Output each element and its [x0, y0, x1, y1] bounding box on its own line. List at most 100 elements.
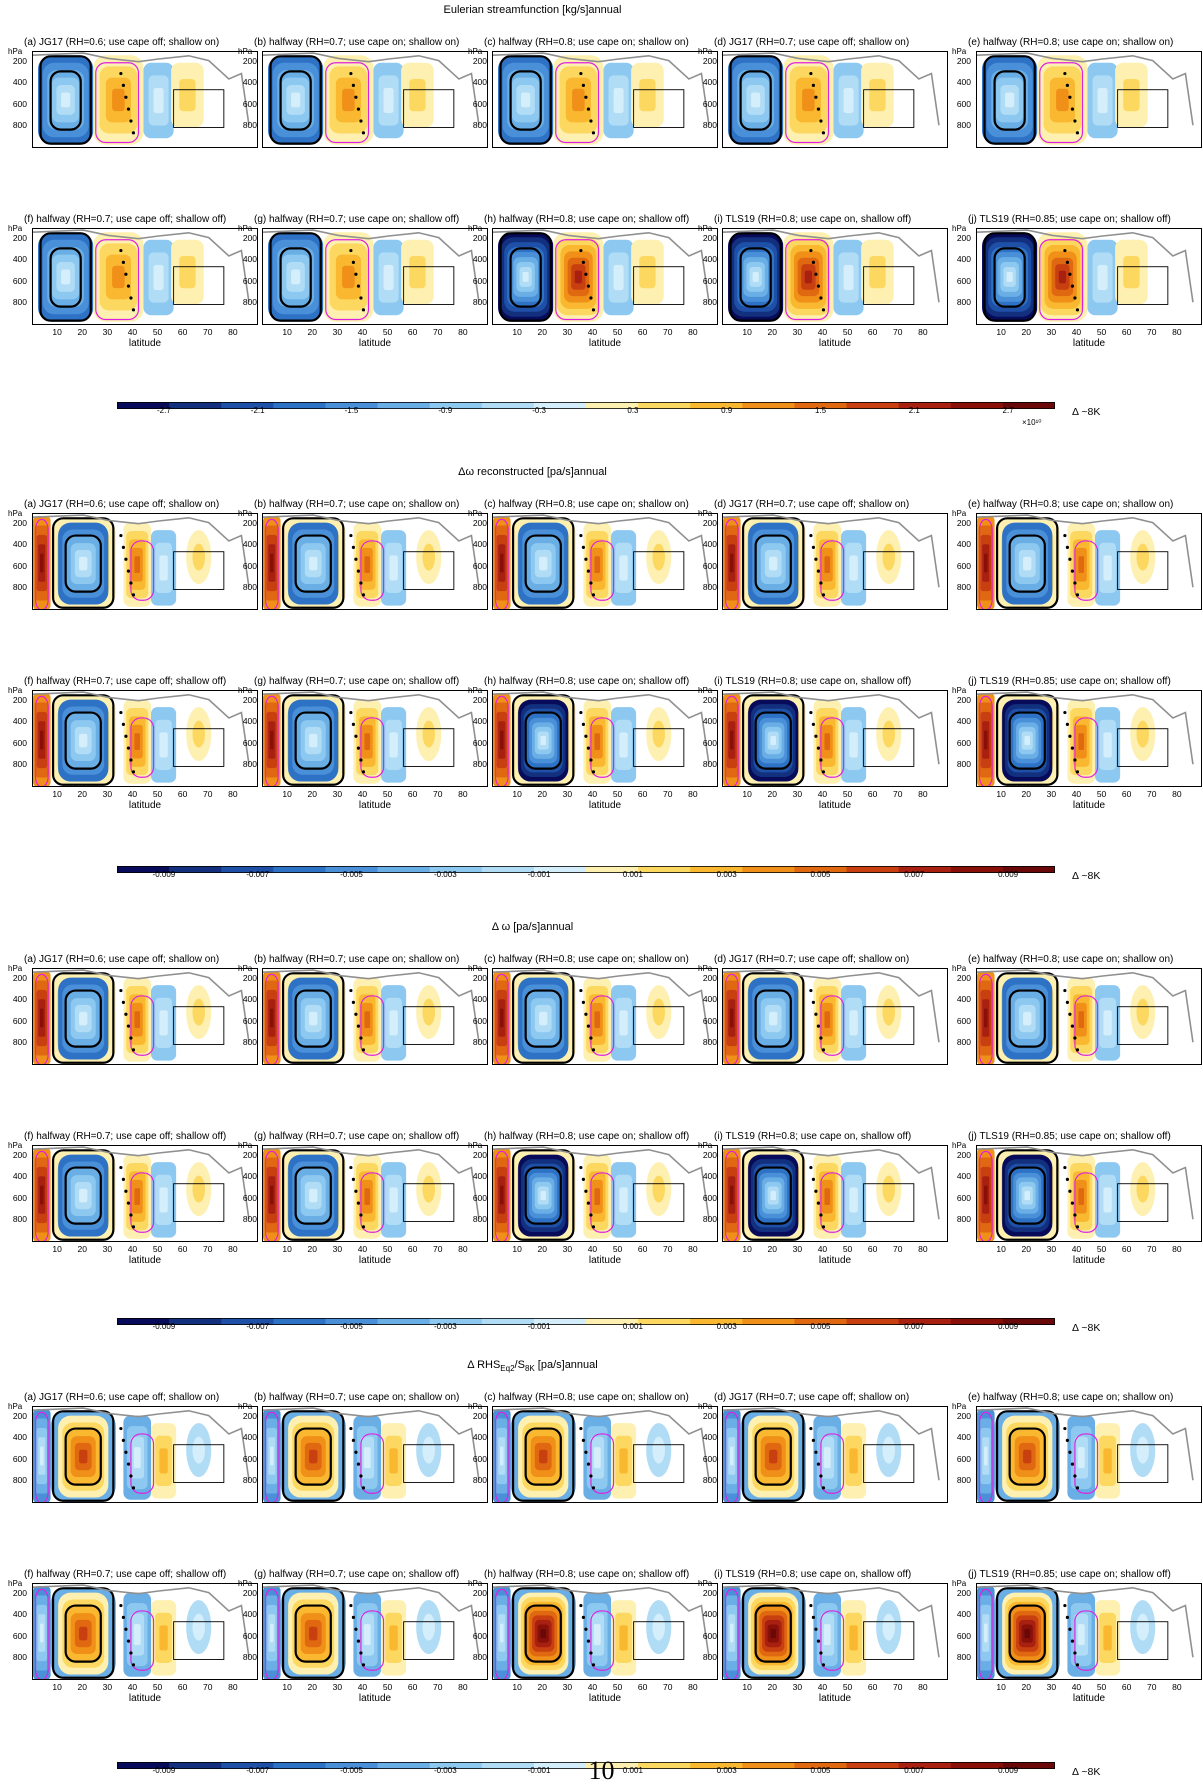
midlatitude-band-level [133, 1624, 141, 1646]
x-tick-label: 20 [1021, 1244, 1031, 1254]
high-latitude-blob [646, 985, 672, 1040]
x-tick-label: 40 [357, 789, 368, 799]
contour-plot [263, 52, 480, 145]
jet-position-dot [821, 1048, 826, 1052]
x-tick-label: 50 [612, 1244, 623, 1254]
subpolar-band-level [159, 555, 168, 581]
y-tick-label: 600 [242, 98, 257, 109]
main-cell [58, 522, 109, 605]
x-tick-label: 60 [177, 1244, 188, 1254]
main-cell-level [769, 556, 778, 571]
jet-position-dot [1070, 1024, 1075, 1028]
contour-plot [723, 1407, 940, 1502]
midlatitude-band [583, 1415, 612, 1500]
midlatitude-band [123, 977, 152, 1062]
secondary-negative-cell-level [383, 87, 394, 114]
midlatitude-band-level [594, 1011, 600, 1029]
positive-cell-level [342, 265, 355, 289]
magenta-contour [820, 1610, 845, 1671]
magenta-contour [820, 1433, 845, 1494]
region-box [863, 1444, 915, 1483]
secondary-negative-cell [143, 62, 174, 139]
contour-plot [723, 969, 940, 1064]
region-box [173, 1621, 225, 1660]
x-tick-label: 20 [307, 789, 317, 799]
x-tick-label: 50 [842, 789, 853, 799]
jet-position-dot [349, 1426, 353, 1431]
plot-area [976, 1406, 1202, 1503]
colorbar-tick-label: -0.001 [527, 1766, 551, 1775]
equatorial-band-level [984, 1446, 988, 1466]
plot-area [32, 228, 258, 325]
colorbar-tick-label: -0.007 [246, 1322, 270, 1331]
x-axis-title: latitude [358, 800, 392, 811]
black-contour [754, 1166, 792, 1225]
region-box [863, 728, 915, 767]
panel-title: (d) JG17 (RH=0.7; use cape off; shallow … [714, 1392, 910, 1403]
plot-area [976, 1583, 1202, 1680]
jet-position-dot [581, 1615, 585, 1620]
colorbar-tick-label: -0.9 [438, 406, 453, 415]
y-tick-label: 800 [12, 1037, 27, 1048]
jet-position-dot [819, 296, 823, 300]
midlatitude-band-level [823, 1624, 831, 1646]
jet-position-dot [819, 581, 823, 585]
black-contour [729, 232, 782, 322]
midlatitude-band [583, 522, 612, 607]
main-cell-level [1023, 1449, 1032, 1464]
chart-panel: (j) TLS19 (RH=0.85; use cape on; shallow… [952, 214, 1202, 349]
y-unit-label: hPa [8, 686, 23, 695]
main-cell-level [769, 1011, 778, 1026]
midlatitude-band [583, 1592, 612, 1677]
x-tick-label: 50 [842, 327, 853, 337]
y-tick-label: 800 [702, 1475, 717, 1486]
subpolar-band-level [159, 1010, 168, 1036]
x-tick-label: 70 [203, 789, 213, 799]
y-unit-label: hPa [468, 686, 483, 695]
equatorial-band [263, 1148, 281, 1241]
equatorial-band [493, 1586, 511, 1679]
x-tick-label: 10 [282, 1682, 292, 1692]
y-tick-label: 200 [472, 232, 487, 243]
midlatitude-band [1067, 1415, 1096, 1500]
subpolar-band-level [1103, 555, 1112, 581]
black-contour [281, 1410, 345, 1502]
magenta-contour [34, 1411, 49, 1502]
colorbar-swatch [1002, 1318, 1056, 1325]
jet-position-dot [1070, 107, 1075, 111]
y-tick-label: 800 [956, 1214, 971, 1225]
x-tick-label: 60 [867, 1244, 878, 1254]
jet-position-dot [1063, 533, 1067, 538]
main-cell [58, 1154, 109, 1237]
contour-plot [493, 229, 710, 322]
chart-panel: (c) halfway (RH=0.8; use cape on; shallo… [468, 499, 718, 610]
subpolar-band-level [849, 1448, 858, 1474]
chart-panel: (j) TLS19 (RH=0.85; use cape on; shallow… [952, 676, 1202, 811]
subpolar-band-level [159, 732, 168, 758]
chart-panel: (b) halfway (RH=0.7; use cape on; shallo… [238, 37, 488, 148]
main-cell-level [309, 556, 318, 571]
panel-title: (d) JG17 (RH=0.7; use cape off; shallow … [714, 499, 910, 510]
colorbar-swatch [1002, 402, 1056, 409]
x-tick-label: 40 [817, 327, 828, 337]
jet-position-dot [1068, 1450, 1072, 1454]
y-tick-label: 600 [242, 1630, 257, 1641]
jet-position-dot [359, 1036, 363, 1040]
jet-position-dot [816, 569, 821, 573]
panel-title: (b) halfway (RH=0.7; use cape on; shallo… [254, 37, 460, 48]
x-tick-label: 50 [382, 789, 393, 799]
jet-position-dot [131, 1048, 136, 1052]
plot-area [722, 1583, 948, 1680]
panel-title: (h) halfway (RH=0.8; use cape on; shallo… [484, 676, 690, 687]
equatorial-band [723, 1586, 741, 1679]
contour-plot [263, 1407, 480, 1502]
colorbar-swatch [1002, 866, 1056, 873]
jet-position-dot [121, 545, 125, 550]
contour-plot [977, 514, 1194, 609]
high-latitude-blob-level [422, 998, 436, 1026]
midlatitude-band [123, 1415, 152, 1500]
black-contour [294, 534, 332, 593]
colorbar-swatch [794, 1318, 848, 1325]
midlatitude-band [123, 699, 152, 784]
midlatitude-band-level [594, 733, 600, 751]
